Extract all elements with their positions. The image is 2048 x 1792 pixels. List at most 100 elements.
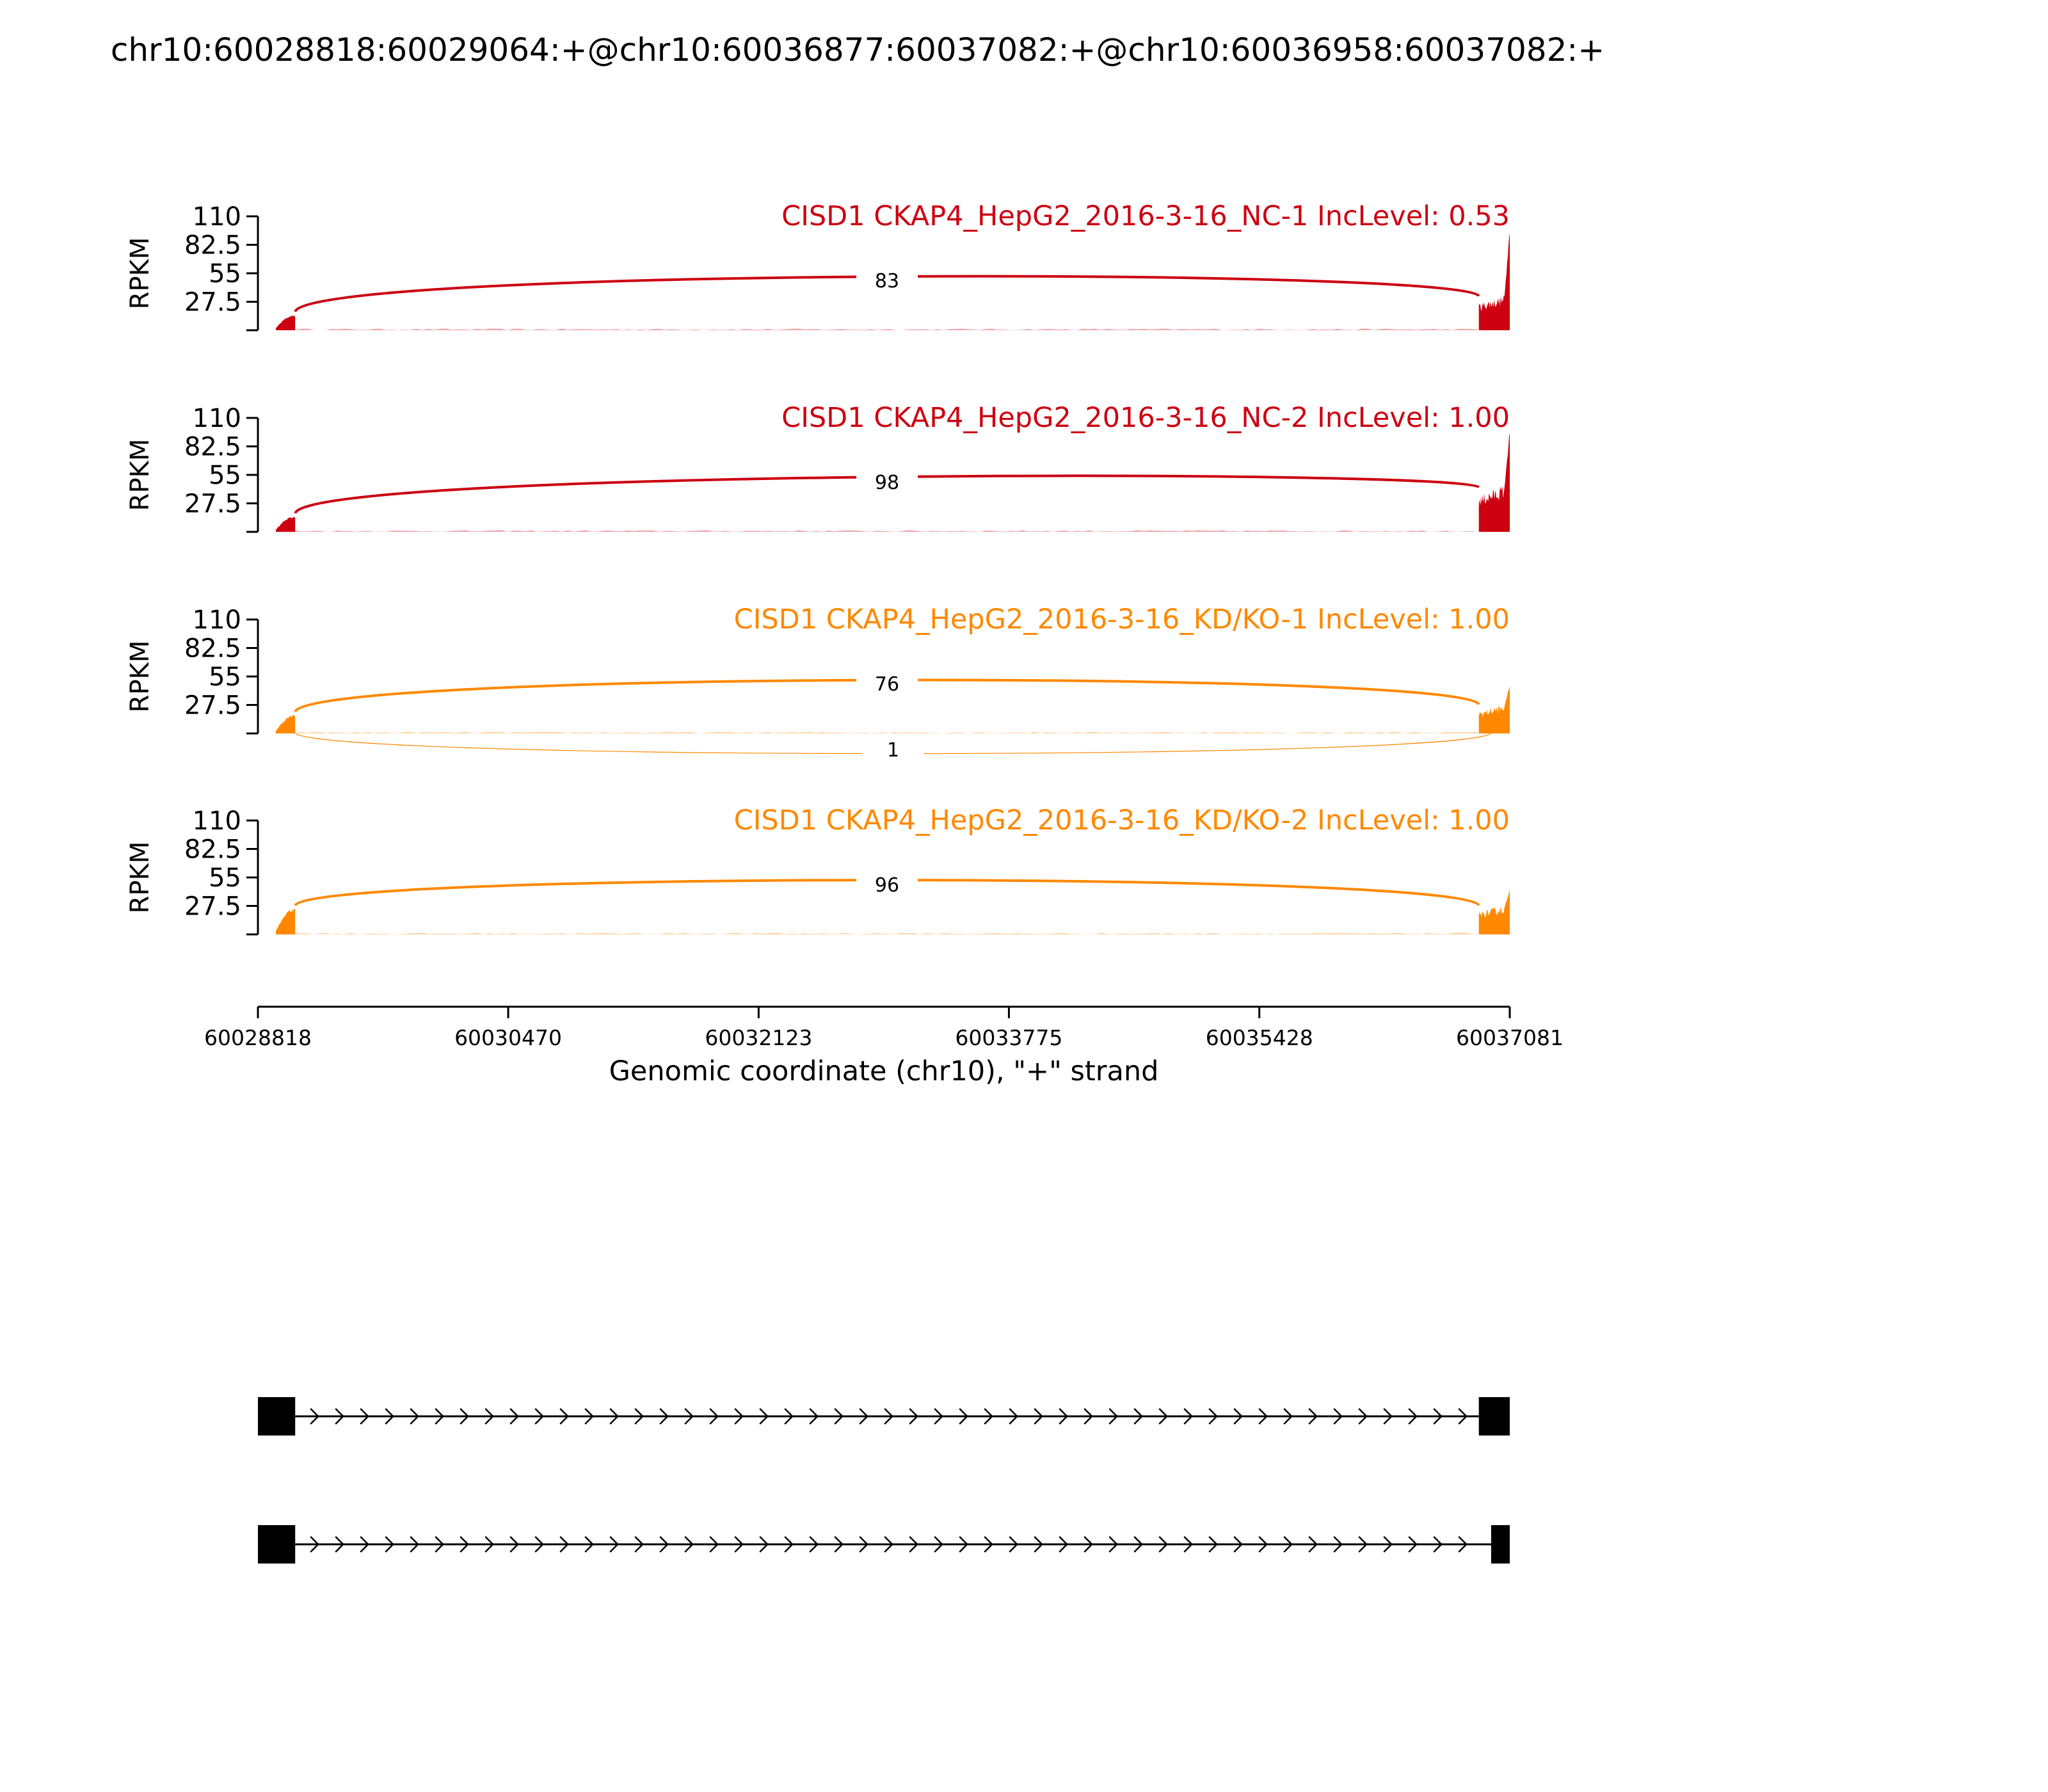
strand-arrow [1233,1408,1243,1425]
strand-arrow [385,1536,395,1553]
strand-arrow [1208,1536,1218,1553]
strand-arrow [709,1408,719,1425]
x-axis-label: Genomic coordinate (chr10), "+" strand [609,1055,1159,1087]
panel-label: CISD1 CKAP4_HepG2_2016-3-16_NC-1 IncLeve… [781,200,1510,232]
strand-arrow [1308,1536,1318,1553]
strand-arrow [310,1536,320,1553]
strand-arrow [709,1536,719,1553]
strand-arrow [909,1408,918,1425]
junction-count-label: 83 [875,270,899,292]
strand-arrow [1133,1536,1143,1553]
strand-arrow [1333,1536,1343,1553]
isoform-track [258,1397,1510,1564]
strand-arrow [1433,1408,1443,1425]
junction-label-bg [862,735,924,764]
strand-arrow [984,1408,993,1425]
exon1-coverage [276,516,296,532]
y-tick-label: 27.5 [184,691,241,721]
strand-arrow [684,1408,694,1425]
y-tick-label: 55 [209,662,241,692]
strand-arrow [1108,1408,1118,1425]
strand-arrow [1108,1536,1118,1553]
strand-arrow [559,1408,570,1425]
y-tick-label: 82.5 [184,634,241,664]
strand-arrow [884,1408,893,1425]
strand-arrow [1084,1536,1093,1553]
strand-arrow [509,1408,520,1425]
junction-count-label: 98 [875,472,899,494]
strand-arrow [1208,1408,1218,1425]
strand-arrow [559,1536,570,1553]
strand-arrow [984,1536,993,1553]
strand-arrow [1183,1536,1193,1553]
strand-arrow [360,1408,370,1425]
y-axis-label: RPKM [125,641,155,713]
strand-arrow [335,1408,345,1425]
strand-arrow [584,1536,595,1553]
junction-count-label: 1 [887,739,899,762]
exon2-coverage [1478,432,1510,532]
strand-arrow [1458,1408,1468,1425]
strand-arrow [659,1536,669,1553]
strand-arrow [1408,1408,1418,1425]
y-tick-label: 110 [193,404,241,433]
exon2-coverage [1478,889,1510,934]
y-tick-label: 27.5 [184,490,241,519]
x-tick-label: 60035428 [1206,1025,1313,1050]
intron-coverage [295,530,1479,532]
isoform-2 [258,1525,1510,1564]
strand-arrow [1059,1536,1068,1553]
x-tick-label: 60033775 [955,1025,1062,1050]
junction-label-bg [856,669,918,698]
y-tick-label: 82.5 [184,835,241,865]
strand-arrow [1084,1408,1093,1425]
strand-arrow [1258,1536,1268,1553]
strand-arrow [1458,1536,1468,1553]
strand-arrow [1383,1408,1393,1425]
strand-arrow [484,1536,495,1553]
intron-coverage [295,732,1479,733]
isoform-1 [258,1397,1510,1436]
y-tick-label: 82.5 [184,231,241,260]
junction-label-bg [856,468,918,496]
y-tick-label: 110 [193,605,241,635]
strand-arrow [784,1408,794,1425]
strand-arrow [410,1408,420,1425]
strand-arrow [1233,1536,1243,1553]
strand-arrow [684,1536,694,1553]
strand-arrow [460,1408,470,1425]
exon-block [1491,1525,1510,1564]
y-tick-label: 55 [209,863,241,893]
y-tick-label: 110 [193,202,241,232]
panel-label: CISD1 CKAP4_HepG2_2016-3-16_KD/KO-1 IncL… [734,604,1510,636]
x-axis: 60028818 60030470 60032123 60033775 60035428… [204,1005,1564,1050]
strand-arrow [1133,1408,1143,1425]
strand-arrow [1183,1408,1193,1425]
exon1-coverage [276,715,296,733]
strand-arrow [1158,1408,1168,1425]
strand-arrow [759,1536,769,1553]
strand-arrow [809,1536,819,1553]
intron-coverage [295,328,1479,330]
strand-arrow [959,1536,968,1553]
junction-count-label: 76 [875,673,899,696]
strand-arrow [834,1408,844,1425]
strand-arrow [534,1408,545,1425]
strand-arrow [634,1408,644,1425]
strand-arrow [734,1536,744,1553]
chart-title: chr10:60028818:60029064:+@chr10:60036877… [111,31,1604,68]
exon2-coverage [1478,233,1510,330]
strand-arrow [884,1536,893,1553]
strand-arrow [1059,1408,1068,1425]
y-tick-label: 55 [209,259,241,289]
y-tick-label: 27.5 [184,892,241,922]
strand-arrow [534,1536,545,1553]
y-tick-label: 110 [193,806,241,836]
strand-arrow [1358,1536,1368,1553]
y-tick-label: 82.5 [184,433,241,462]
strand-arrow [310,1408,320,1425]
